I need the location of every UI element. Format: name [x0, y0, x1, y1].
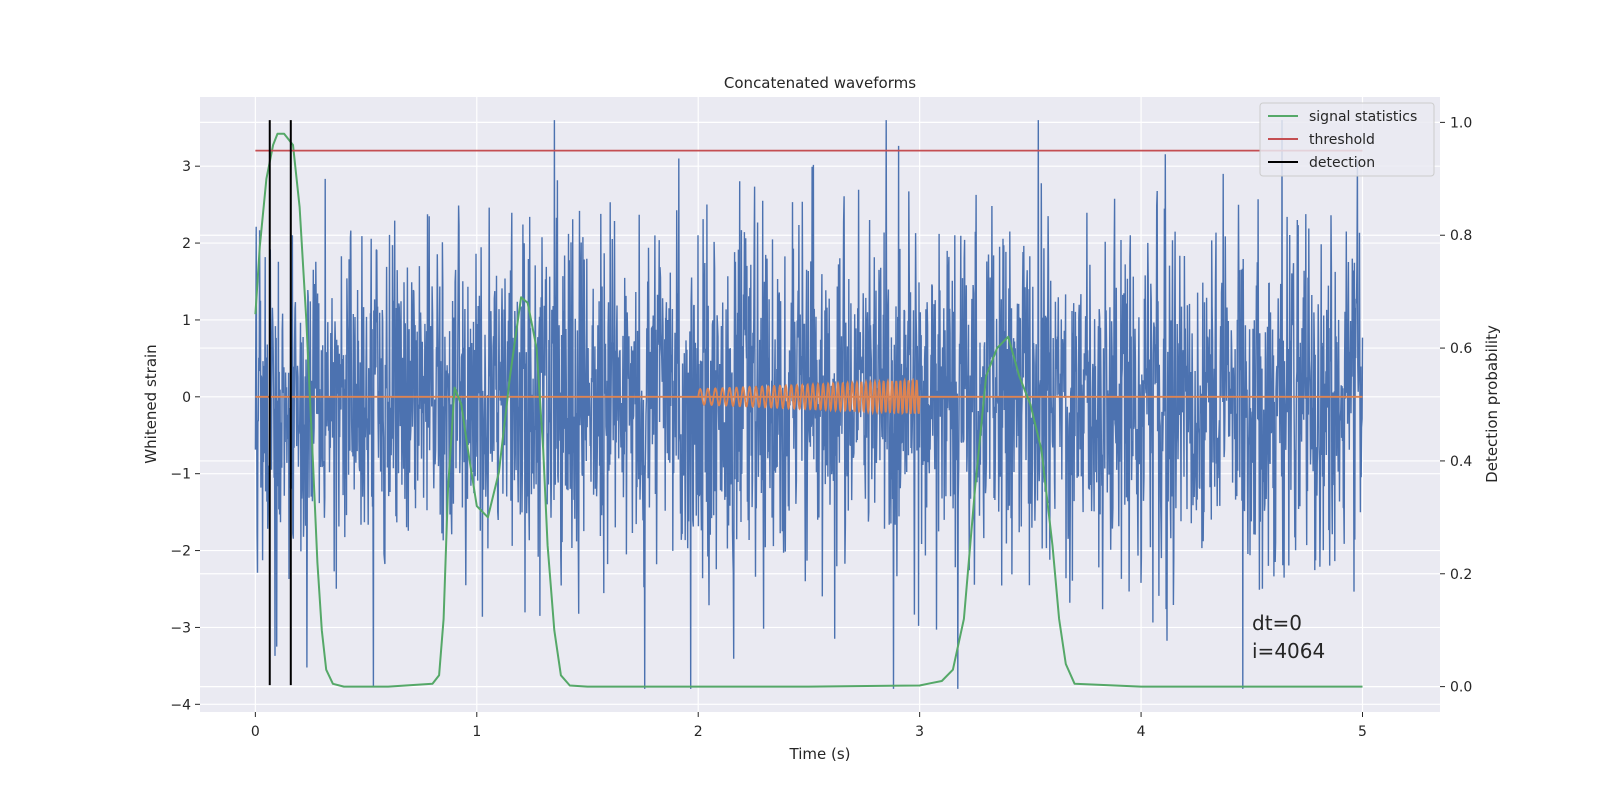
signal-statistics-line [254, 132, 1363, 688]
y-tick-label-left: 3 [182, 159, 191, 175]
y-tick-label-left: −2 [170, 544, 191, 560]
y-tick-label-right: 1.0 [1450, 115, 1472, 131]
legend-label-detection: detection [1309, 155, 1375, 171]
y-tick-label-left: −1 [170, 467, 191, 483]
annotations: dt=0 i=4064 [1252, 611, 1325, 663]
y-axis-label-left: Whitened strain [142, 344, 160, 463]
legend-box [1259, 102, 1435, 177]
y-tick-label-left: −3 [170, 620, 191, 636]
ticks: 0 1 2 3 4 5 −4 −3 −2 −1 0 1 2 3 0.0 0.2 0.4 0.6 0.8 1.0 [170, 115, 1472, 740]
y-tick-label-right: 0.4 [1450, 454, 1472, 470]
y-tick-label-right: 0.2 [1450, 567, 1472, 583]
y-tick-label-left: 2 [182, 236, 191, 252]
annotation-dt: dt=0 [1252, 611, 1302, 635]
chart-title: Concatenated waveforms [724, 74, 916, 92]
x-tick-label: 3 [915, 724, 924, 740]
legend-label-threshold: threshold [1309, 132, 1375, 148]
y-tick-label-left: 0 [182, 390, 191, 406]
legend: signal statistics threshold detection [1259, 102, 1435, 177]
injected-signal-chirp [697, 377, 921, 416]
x-tick-label: 1 [472, 724, 481, 740]
legend-label-signal-statistics: signal statistics [1309, 109, 1417, 125]
y-tick-label-right: 0.0 [1450, 680, 1472, 696]
annotation-i: i=4064 [1252, 639, 1325, 663]
series-layer [254, 120, 1363, 688]
x-tick-label: 4 [1137, 724, 1146, 740]
x-axis-label: Time (s) [789, 745, 851, 763]
y-axis-label-right: Detection probability [1483, 325, 1501, 483]
y-tick-label-left: −4 [170, 697, 191, 713]
x-tick-label: 5 [1358, 724, 1367, 740]
y-tick-label-right: 0.6 [1450, 341, 1472, 357]
y-tick-label-left: 1 [182, 313, 191, 329]
x-tick-label: 0 [251, 724, 260, 740]
x-tick-label: 2 [694, 724, 703, 740]
y-tick-label-right: 0.8 [1450, 228, 1472, 244]
